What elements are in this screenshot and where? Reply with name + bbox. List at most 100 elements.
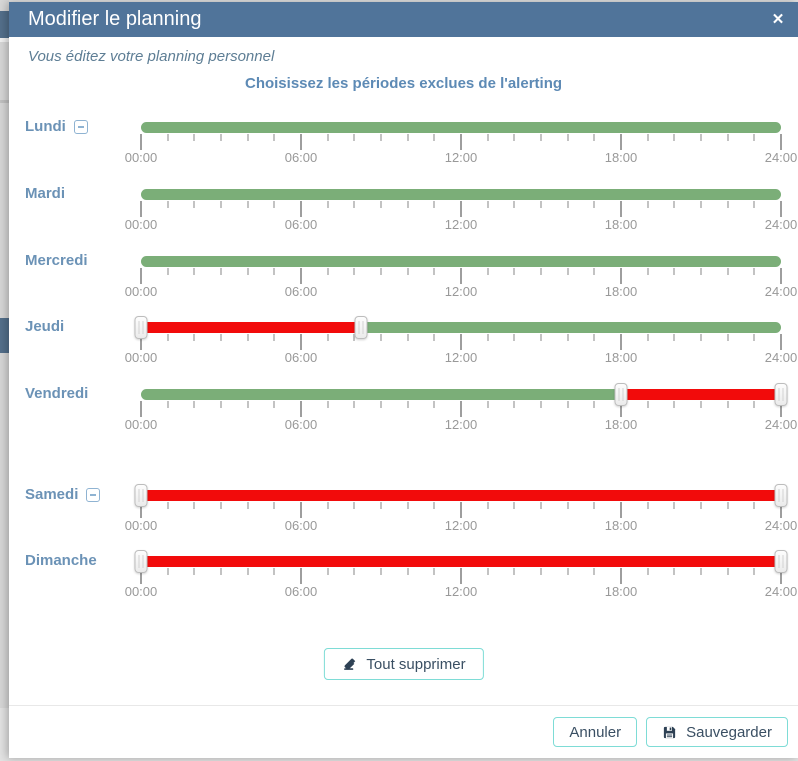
close-icon[interactable]: ✕ xyxy=(771,11,785,28)
modal-header: Modifier le planning ✕ xyxy=(9,2,798,37)
minor-tick xyxy=(246,268,249,275)
major-tick xyxy=(780,268,782,284)
minor-tick xyxy=(380,502,382,509)
slider-segment-excluded xyxy=(621,389,781,400)
minor-tick xyxy=(753,568,756,575)
tick-label: 06:00 xyxy=(284,217,318,232)
slider-track xyxy=(141,389,781,400)
day-row-dimanche: Dimanche 00:00 06:00 12:00 18:00 24:00 xyxy=(9,550,798,602)
time-axis: 00:00 06:00 12:00 18:00 24:00 xyxy=(125,134,797,168)
time-range-slider[interactable]: 00:00 06:00 12:00 18:00 24:00 xyxy=(125,189,797,235)
time-range-slider[interactable]: 00:00 06:00 12:00 18:00 24:00 xyxy=(125,122,797,168)
major-tick xyxy=(460,334,462,350)
slider-segment-included xyxy=(141,389,621,400)
major-tick xyxy=(140,334,142,350)
major-tick xyxy=(460,268,462,284)
minor-tick xyxy=(326,334,329,341)
cancel-label: Annuler xyxy=(569,723,622,741)
slider-handle[interactable] xyxy=(134,550,148,573)
slider-segment-excluded xyxy=(141,490,781,501)
save-label: Sauvegarder xyxy=(686,723,772,741)
major-tick xyxy=(300,134,302,150)
minor-tick xyxy=(646,134,649,141)
day-label-wrap: Mercredi xyxy=(25,252,88,269)
minor-tick xyxy=(753,502,756,509)
day-label-wrap: Jeudi xyxy=(25,318,64,335)
minor-tick xyxy=(700,502,702,509)
tick-label: 12:00 xyxy=(444,284,478,299)
minor-tick xyxy=(406,568,409,575)
minor-tick xyxy=(593,502,596,509)
time-range-slider[interactable]: 00:00 06:00 12:00 18:00 24:00 xyxy=(125,256,797,302)
day-label-wrap: Samedi xyxy=(25,486,101,503)
slider-handle[interactable] xyxy=(774,550,788,573)
minor-tick xyxy=(433,201,436,208)
time-range-slider[interactable]: 00:00 06:00 12:00 18:00 24:00 xyxy=(125,550,797,602)
slider-handle[interactable] xyxy=(614,383,628,406)
tick-label: 06:00 xyxy=(284,350,318,365)
minor-tick xyxy=(593,401,596,408)
minor-tick xyxy=(326,201,329,208)
time-range-slider[interactable]: 00:00 06:00 12:00 18:00 24:00 xyxy=(125,316,797,368)
minus-square-icon[interactable] xyxy=(86,487,101,502)
minor-tick xyxy=(593,568,596,575)
tick-label: 06:00 xyxy=(284,518,318,533)
minor-tick xyxy=(273,568,276,575)
minor-tick xyxy=(246,568,249,575)
save-button[interactable]: Sauvegarder xyxy=(646,717,788,747)
minor-tick xyxy=(433,502,436,509)
day-label-wrap: Dimanche xyxy=(25,552,97,569)
minor-tick xyxy=(753,134,756,141)
clear-all-label: Tout supprimer xyxy=(366,655,466,673)
minor-tick xyxy=(540,201,542,208)
clear-all-button[interactable]: Tout supprimer xyxy=(323,648,484,680)
minor-tick xyxy=(273,201,276,208)
slider-handle[interactable] xyxy=(134,316,148,339)
minor-tick xyxy=(513,502,516,509)
major-tick xyxy=(620,268,622,284)
minor-tick xyxy=(673,134,676,141)
slider-handle[interactable] xyxy=(354,316,368,339)
cancel-button[interactable]: Annuler xyxy=(553,717,638,747)
minor-tick xyxy=(193,502,196,509)
day-label: Mardi xyxy=(25,185,66,202)
modal-footer: Annuler Sauvegarder xyxy=(9,705,798,758)
minor-tick xyxy=(593,134,596,141)
minor-tick xyxy=(486,268,489,275)
tick-label: 06:00 xyxy=(284,150,318,165)
minor-tick xyxy=(513,568,516,575)
minor-tick xyxy=(593,201,596,208)
minor-tick xyxy=(326,502,329,509)
time-range-slider[interactable]: 00:00 06:00 12:00 18:00 24:00 xyxy=(125,484,797,536)
minor-tick xyxy=(673,568,676,575)
major-tick xyxy=(620,134,622,150)
tick-label: 18:00 xyxy=(604,518,638,533)
slider-handle[interactable] xyxy=(774,383,788,406)
major-tick xyxy=(300,334,302,350)
minor-tick xyxy=(166,201,169,208)
major-tick xyxy=(460,502,462,518)
tick-label: 12:00 xyxy=(444,217,478,232)
tick-label: 00:00 xyxy=(124,284,158,299)
minor-tick xyxy=(646,201,649,208)
minor-tick xyxy=(566,268,569,275)
tick-label: 12:00 xyxy=(444,350,478,365)
slider-segment-included xyxy=(141,256,781,267)
major-tick xyxy=(780,401,782,417)
slider-track xyxy=(141,556,781,567)
minor-tick xyxy=(273,401,276,408)
major-tick xyxy=(620,201,622,217)
major-tick xyxy=(460,134,462,150)
minor-tick xyxy=(726,268,729,275)
slider-handle[interactable] xyxy=(774,484,788,507)
time-axis: 00:00 06:00 12:00 18:00 24:00 xyxy=(125,502,797,536)
minor-tick xyxy=(166,268,169,275)
minor-tick xyxy=(193,401,196,408)
slider-segment-excluded xyxy=(141,556,781,567)
major-tick xyxy=(780,502,782,518)
day-row-vendredi: Vendredi 00:00 06:00 12:00 18:00 24:00 xyxy=(9,383,798,435)
minus-square-icon[interactable] xyxy=(73,119,88,134)
minor-tick xyxy=(513,268,516,275)
slider-handle[interactable] xyxy=(134,484,148,507)
time-range-slider[interactable]: 00:00 06:00 12:00 18:00 24:00 xyxy=(125,383,797,435)
